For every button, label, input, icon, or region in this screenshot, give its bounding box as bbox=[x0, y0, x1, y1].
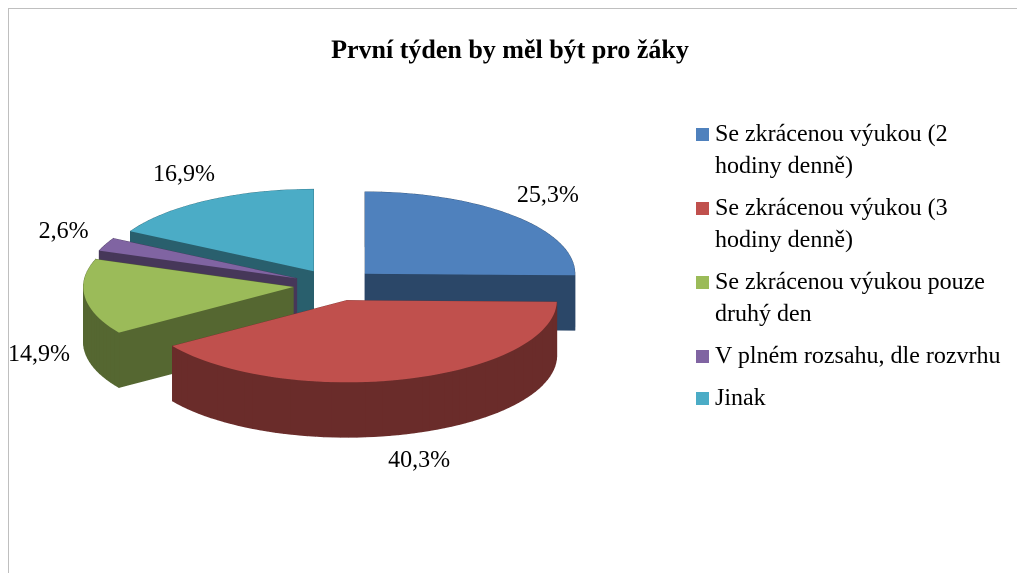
slice-top bbox=[83, 259, 294, 333]
slice-side bbox=[491, 357, 498, 416]
slice-side bbox=[413, 376, 423, 434]
slice-side bbox=[523, 341, 528, 401]
slice-side bbox=[114, 329, 120, 389]
legend-item: Jinak bbox=[696, 382, 1014, 414]
slice-side bbox=[373, 380, 383, 438]
legend-label: Se zkrácenou výukou (2 hodiny denně) bbox=[715, 121, 948, 179]
slice-side bbox=[458, 367, 467, 426]
slice-side bbox=[389, 379, 399, 436]
legend-item: Se zkrácenou výukou (3 hodiny denně) bbox=[696, 192, 1014, 256]
slice-side bbox=[381, 380, 391, 437]
slice-side bbox=[365, 381, 374, 438]
slice-top bbox=[365, 191, 575, 276]
slice-side bbox=[544, 323, 548, 384]
slice-side bbox=[96, 314, 100, 375]
legend-label: V plném rozsahu, dle rozvrhu bbox=[715, 343, 1001, 369]
data-label: 40,3% bbox=[388, 447, 450, 473]
slice-side bbox=[397, 378, 407, 436]
slice-side bbox=[472, 363, 480, 422]
slice-side bbox=[275, 377, 284, 434]
slice-top bbox=[172, 300, 557, 383]
slice-side bbox=[348, 382, 358, 438]
slice-side bbox=[299, 379, 308, 437]
slice-side bbox=[102, 320, 107, 381]
legend-label: Jinak bbox=[715, 385, 766, 411]
slice-side bbox=[307, 380, 316, 437]
slice-side bbox=[93, 311, 97, 372]
slice-side bbox=[429, 374, 438, 432]
slice-side bbox=[547, 320, 551, 381]
slice-side bbox=[405, 377, 415, 435]
data-label: 25,3% bbox=[517, 182, 579, 208]
slice-side bbox=[244, 371, 253, 429]
data-label: 2,6% bbox=[39, 218, 89, 244]
data-label: 16,9% bbox=[153, 161, 215, 187]
slice-side bbox=[485, 359, 492, 418]
slice-side bbox=[91, 308, 95, 369]
legend-swatch bbox=[696, 392, 709, 405]
slice-side bbox=[315, 381, 325, 438]
slice-side bbox=[518, 344, 524, 404]
slice-side bbox=[217, 364, 225, 423]
slice-side bbox=[542, 326, 546, 387]
slice-side bbox=[181, 350, 188, 410]
slice-side bbox=[513, 347, 519, 406]
chart-border bbox=[8, 8, 1017, 573]
slice-side bbox=[465, 365, 473, 424]
slice-side bbox=[508, 349, 515, 409]
slice-side bbox=[99, 317, 104, 378]
slice-side bbox=[497, 354, 504, 413]
slice-side bbox=[531, 335, 536, 395]
slice-side bbox=[290, 379, 300, 436]
legend-swatch bbox=[696, 202, 709, 215]
slice-side bbox=[535, 332, 540, 392]
slice-side bbox=[204, 360, 212, 419]
slice-side bbox=[198, 358, 206, 417]
slice-side bbox=[421, 375, 430, 433]
slice-side bbox=[259, 374, 268, 432]
slice-side bbox=[323, 381, 333, 438]
slice-side bbox=[176, 348, 183, 407]
slice-side bbox=[267, 375, 276, 433]
legend-label: Se zkrácenou výukou pouze druhý den bbox=[715, 269, 985, 327]
legend-swatch bbox=[696, 350, 709, 363]
slice-side bbox=[356, 381, 366, 438]
slice-side bbox=[340, 382, 349, 438]
slice-side bbox=[444, 371, 453, 429]
slice-side bbox=[106, 323, 111, 383]
slice-top bbox=[130, 189, 314, 272]
slice-side bbox=[451, 369, 460, 427]
slice-side bbox=[223, 366, 232, 425]
slice-side bbox=[283, 378, 292, 435]
slice-side bbox=[331, 381, 341, 438]
slice-top bbox=[99, 238, 297, 279]
legend-label: Se zkrácenou výukou (3 hodiny denně) bbox=[715, 195, 948, 253]
data-label: 14,9% bbox=[8, 341, 70, 367]
legend-swatch bbox=[696, 276, 709, 289]
slice-side bbox=[538, 329, 543, 390]
legend-item: Se zkrácenou výukou pouze druhý den bbox=[696, 266, 1014, 330]
slice-side bbox=[172, 345, 178, 405]
slice-side bbox=[478, 361, 486, 420]
slice-side bbox=[527, 338, 533, 398]
legend-item: V plném rozsahu, dle rozvrhu bbox=[696, 340, 1014, 372]
slice-side bbox=[230, 368, 239, 426]
legend-item: Se zkrácenou výukou (2 hodiny denně) bbox=[696, 118, 1014, 182]
slice bbox=[172, 300, 558, 438]
legend: Se zkrácenou výukou (2 hodiny denně) Se z… bbox=[696, 118, 1014, 424]
slice-side bbox=[237, 370, 246, 428]
slice-side bbox=[210, 362, 218, 421]
slice-side bbox=[436, 372, 445, 430]
slice-side bbox=[252, 373, 261, 431]
chart-title: První týden by měl být pro žáky bbox=[331, 35, 689, 64]
slice-side bbox=[192, 355, 200, 414]
slice-side bbox=[187, 353, 194, 412]
legend-swatch bbox=[696, 128, 709, 141]
slice-side bbox=[110, 326, 115, 386]
slice-side bbox=[502, 352, 509, 411]
slice-side bbox=[89, 305, 92, 366]
